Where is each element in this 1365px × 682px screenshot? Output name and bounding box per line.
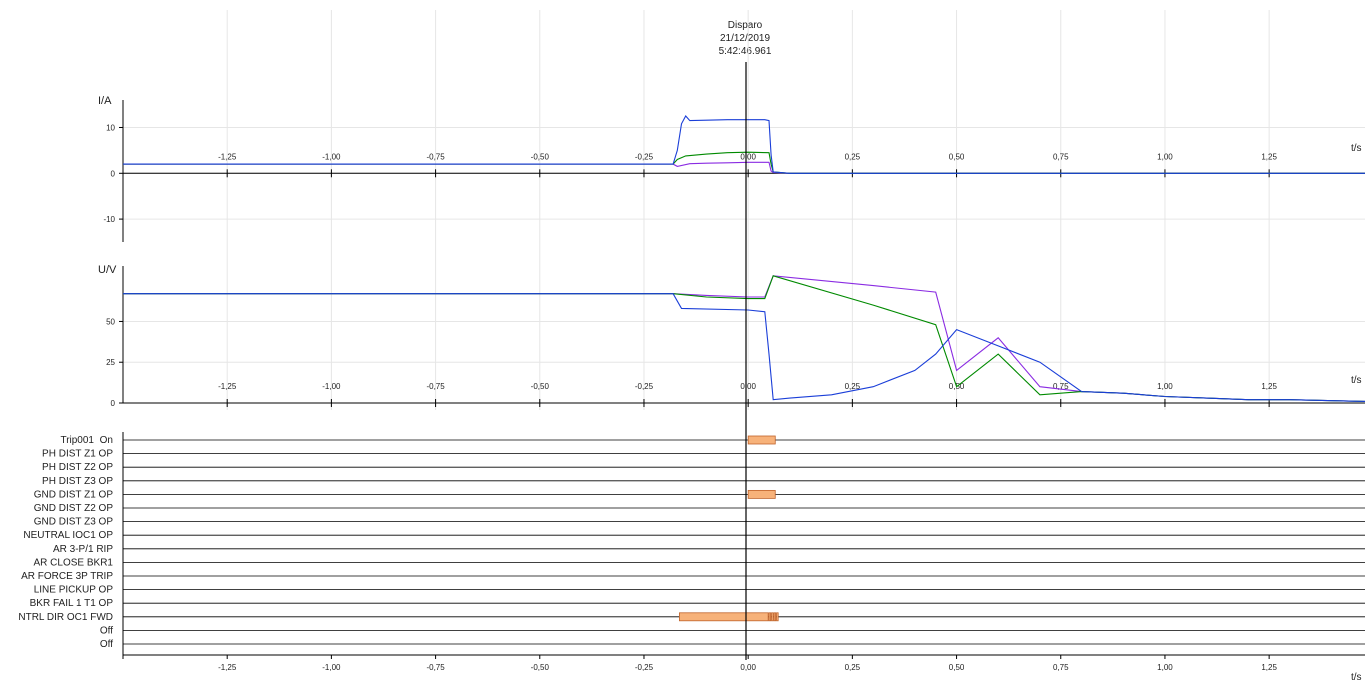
digital-xtick-label-7: 0,50 bbox=[949, 663, 965, 672]
current-xtick-label-3: -0,50 bbox=[531, 152, 550, 161]
trigger-date: 21/12/2019 bbox=[720, 33, 770, 44]
channel-0-interval-0 bbox=[747, 435, 776, 445]
current-ytick-label-2: -10 bbox=[103, 215, 115, 224]
trigger-header: Disparo 21/12/2019 5:42:46.961 bbox=[719, 20, 772, 57]
digital-rows: Trip001 On PH DIST Z1 OP PH DIST Z2 OP PH DI… bbox=[18, 435, 1365, 650]
current-xtick-label-8: 0,75 bbox=[1053, 152, 1069, 161]
channel-label-6: GND DIST Z3 OP bbox=[34, 517, 114, 528]
voltage-ytick-label-1: 25 bbox=[106, 358, 115, 367]
current-ytick-label-0: 10 bbox=[106, 123, 115, 132]
current-series bbox=[123, 115, 1365, 174]
current-xtick-label-1: -1,00 bbox=[322, 152, 341, 161]
current-y-label: I/A bbox=[98, 95, 112, 107]
channel-label-8: AR 3-P/1 RIP bbox=[53, 544, 113, 555]
channel-13-interval-0 bbox=[678, 612, 769, 622]
channel-label-12: BKR FAIL 1 T1 OP bbox=[30, 598, 114, 609]
voltage-xtick-label-8: 0,75 bbox=[1053, 382, 1069, 391]
digital-xtick-label-2: -0,75 bbox=[426, 663, 445, 672]
channel-13-interval-2 bbox=[771, 612, 774, 622]
voltage-x-unit: t/s bbox=[1351, 375, 1362, 386]
trigger-time: 5:42:46.961 bbox=[719, 46, 772, 57]
channel-label-1: PH DIST Z1 OP bbox=[42, 449, 113, 460]
current-ytick-label-1: 0 bbox=[111, 169, 116, 178]
channel-label-11: LINE PICKUP OP bbox=[34, 585, 114, 596]
voltage-xtick-label-5: 0,00 bbox=[740, 382, 756, 391]
digital-x-unit: t/s bbox=[1351, 672, 1362, 682]
channel-13-interval-3 bbox=[773, 612, 777, 622]
digital-xtick-label-8: 0,75 bbox=[1053, 663, 1069, 672]
current-plot: I/A t/s 10 0 -10 -1,25 -1,00 -0,75 -0,50 -0,25 0… bbox=[98, 95, 1365, 242]
current-xtick-label-0: -1,25 bbox=[218, 152, 237, 161]
channel-label-4: GND DIST Z1 OP bbox=[34, 489, 114, 500]
voltage-axes: 50 25 0 -1,25 -1,00 -0,75 -0,50 -0,25 0,00 0,25 0,… bbox=[106, 266, 1365, 408]
digital-xtick-label-6: 0,25 bbox=[845, 663, 861, 672]
current-xtick-label-5: 0,00 bbox=[740, 152, 756, 161]
channel-label-10: AR FORCE 3P TRIP bbox=[21, 571, 113, 582]
vertical-gridlines bbox=[226, 10, 1270, 410]
channel-label-5: GND DIST Z2 OP bbox=[34, 503, 114, 514]
current-xtick-label-2: -0,75 bbox=[426, 152, 445, 161]
voltage-xtick-label-3: -0,50 bbox=[531, 382, 550, 391]
current-series-2 bbox=[123, 115, 1365, 174]
channel-label-0: Trip001 bbox=[60, 435, 94, 446]
voltage-xtick-label-6: 0,25 bbox=[845, 382, 861, 391]
voltage-y-label: U/V bbox=[98, 264, 117, 276]
channel-label-13: NTRL DIR OC1 FWD bbox=[18, 612, 113, 623]
digital-axes: -1,25 -1,00 -0,75 -0,50 -0,25 0,00 0,25 0,50 0,7… bbox=[122, 432, 1365, 672]
voltage-ytick-label-2: 0 bbox=[111, 399, 116, 408]
channel-label-2: PH DIST Z2 OP bbox=[42, 462, 113, 473]
digital-xtick-label-0: -1,25 bbox=[218, 663, 237, 672]
channel-state-0: On bbox=[100, 435, 113, 446]
digital-xtick-label-3: -0,50 bbox=[531, 663, 550, 672]
voltage-xtick-label-0: -1,25 bbox=[218, 382, 237, 391]
voltage-series-2 bbox=[123, 293, 1365, 402]
channel-13-interval-4 bbox=[776, 612, 779, 622]
voltage-plot: U/V t/s 50 25 0 -1,25 -1,00 -0,75 -0,50 -0,25 0,… bbox=[98, 264, 1365, 408]
channel-13-interval-1 bbox=[768, 612, 772, 622]
channel-label-15: Off bbox=[100, 639, 113, 650]
channel-label-3: PH DIST Z3 OP bbox=[42, 476, 113, 487]
voltage-xtick-label-1: -1,00 bbox=[322, 382, 341, 391]
digital-xtick-label-1: -1,00 bbox=[322, 663, 341, 672]
current-xtick-label-10: 1,25 bbox=[1261, 152, 1277, 161]
voltage-xtick-label-10: 1,25 bbox=[1261, 382, 1277, 391]
digital-xtick-label-4: -0,25 bbox=[635, 663, 654, 672]
channel-label-7: NEUTRAL IOC1 OP bbox=[23, 530, 113, 541]
voltage-xtick-label-4: -0,25 bbox=[635, 382, 654, 391]
channel-label-14: Off bbox=[100, 625, 113, 636]
voltage-ytick-label-0: 50 bbox=[106, 317, 115, 326]
digital-xtick-label-5: 0,00 bbox=[740, 663, 756, 672]
digital-channels: Trip001 On PH DIST Z1 OP PH DIST Z2 OP PH DI… bbox=[18, 432, 1365, 682]
digital-xtick-label-9: 1,00 bbox=[1157, 663, 1173, 672]
channel-4-interval-0 bbox=[747, 489, 776, 499]
trigger-label: Disparo bbox=[728, 20, 763, 31]
channel-label-9: AR CLOSE BKR1 bbox=[34, 557, 114, 568]
digital-xtick-label-10: 1,25 bbox=[1261, 663, 1277, 672]
current-xtick-label-4: -0,25 bbox=[635, 152, 654, 161]
voltage-series bbox=[123, 275, 1365, 402]
current-xtick-label-9: 1,00 bbox=[1157, 152, 1173, 161]
voltage-xtick-label-9: 1,00 bbox=[1157, 382, 1173, 391]
current-xtick-label-6: 0,25 bbox=[845, 152, 861, 161]
voltage-xtick-label-2: -0,75 bbox=[426, 382, 445, 391]
current-axes: 10 0 -10 -1,25 -1,00 -0,75 -0,50 -0,25 0,00 0,25 0… bbox=[103, 100, 1365, 242]
current-xtick-label-7: 0,50 bbox=[949, 152, 965, 161]
current-x-unit: t/s bbox=[1351, 143, 1362, 154]
